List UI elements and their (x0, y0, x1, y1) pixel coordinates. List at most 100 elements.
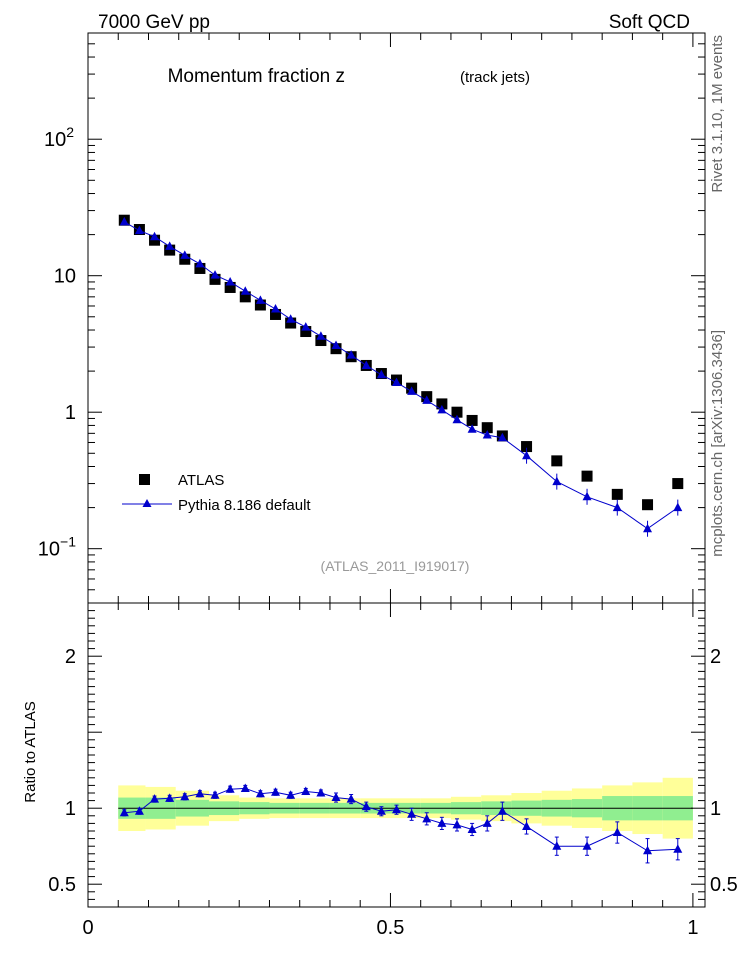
pythia-point (180, 250, 190, 259)
ratio-y-tick-label: 0.5 (710, 874, 738, 896)
ratio-point (422, 813, 432, 823)
ratio-y-tick-label: 1 (710, 798, 721, 820)
chart-title: Momentum fraction z (168, 66, 345, 87)
ratio-point (150, 794, 160, 803)
atlas-point (481, 422, 493, 434)
header-left: 7000 GeV pp (98, 12, 210, 33)
y-tick-label: 1 (65, 402, 76, 424)
pythia-point (119, 216, 129, 226)
pythia-point (392, 377, 401, 387)
ratio-point (452, 819, 462, 829)
ratio-point (522, 821, 532, 830)
atlas-point (254, 299, 266, 311)
y-tick-label: 10−1 (38, 534, 76, 561)
ratio-y-tick-label: 1 (65, 798, 76, 820)
pythia-point (361, 360, 371, 369)
pythia-point (316, 331, 326, 340)
pythia-point (165, 241, 175, 250)
pythia-point (331, 340, 341, 350)
ratio-point (119, 807, 129, 817)
pythia-point (552, 476, 562, 486)
ratio-point (612, 827, 622, 837)
legend: ATLAS Pythia 8.186 default (122, 472, 311, 514)
ratio-point (643, 845, 653, 855)
y-tick-label: 10 (54, 266, 76, 288)
ratio-y-tick-label: 0.5 (48, 874, 76, 896)
atlas-point (466, 414, 478, 426)
atlas-point (300, 326, 312, 338)
atlas-point (315, 335, 327, 347)
ratio-point (437, 818, 447, 827)
pythia-point (673, 502, 683, 512)
pythia-point (150, 231, 160, 241)
ratio-point (361, 801, 371, 811)
ratio-point (195, 788, 205, 798)
pythia-point (134, 225, 144, 235)
atlas-point (451, 406, 463, 418)
pythia-point (482, 430, 492, 439)
atlas-point (611, 488, 623, 500)
ratio-point (225, 784, 235, 793)
ratio-point (497, 806, 507, 815)
atlas-point (239, 291, 251, 303)
upper-panel: 102 10 1 10−1 (38, 32, 706, 604)
ratio-point (376, 806, 386, 815)
pythia-point (376, 369, 386, 379)
pythia-point (195, 258, 205, 268)
upper-frame (87, 32, 706, 604)
chart-subtitle: (track jets) (460, 69, 530, 86)
ratio-point (180, 791, 190, 801)
pythia-point (286, 314, 296, 323)
ratio-point (210, 790, 220, 799)
ratio-point (331, 792, 341, 802)
ratio-point (316, 788, 326, 797)
ratio-point (240, 783, 250, 792)
pythia-point (210, 270, 220, 279)
atlas-point (164, 244, 176, 256)
atlas-point (179, 253, 191, 265)
ratio-point (271, 787, 281, 796)
pythia-point (522, 450, 532, 460)
pythia-point (437, 404, 447, 414)
ratio-point (673, 844, 683, 853)
atlas-point (521, 441, 533, 453)
ratio-y-tick-label: 2 (65, 646, 76, 668)
ratio-point (165, 793, 175, 802)
pythia-point (467, 424, 477, 433)
pythia-point (612, 502, 622, 512)
pythia-point (497, 432, 507, 442)
mcplots-label: mcplots.cern.ch [arXiv:1306.3436] (709, 330, 726, 557)
pythia-point (301, 322, 311, 331)
atlas-point (194, 262, 206, 274)
legend-pythia-marker (142, 499, 152, 507)
ratio-point (467, 824, 477, 833)
legend-atlas-label: ATLAS (178, 472, 224, 489)
atlas-point (551, 455, 563, 467)
ratio-frame (87, 602, 706, 908)
rivet-label: Rivet 3.1.10, 1M events (709, 35, 726, 193)
pythia-point (643, 523, 653, 533)
pythia-point (407, 386, 417, 395)
ratio-y-tick-label: 2 (710, 646, 721, 668)
pythia-point (225, 276, 235, 286)
x-tick-label: 1 (687, 917, 698, 939)
atlas-point (224, 281, 236, 293)
pythia-point (346, 350, 356, 359)
ratio-ylabel: Ratio to ATLAS (22, 701, 39, 802)
atlas-point (285, 317, 297, 329)
x-tick-label: 0 (82, 917, 93, 939)
legend-atlas-marker (139, 474, 150, 485)
pythia-point (255, 295, 265, 304)
y-tick-label: 102 (44, 124, 74, 151)
ratio-point (392, 804, 401, 814)
ratio-point (134, 806, 144, 815)
ratio-point (582, 841, 592, 850)
atlas-point (581, 470, 593, 482)
legend-pythia-label: Pythia 8.186 default (178, 497, 311, 514)
ratio-point (482, 818, 492, 827)
atlas-point (209, 273, 221, 285)
pythia-point (582, 491, 592, 501)
pythia-point (452, 414, 462, 424)
ratio-point (286, 790, 296, 799)
